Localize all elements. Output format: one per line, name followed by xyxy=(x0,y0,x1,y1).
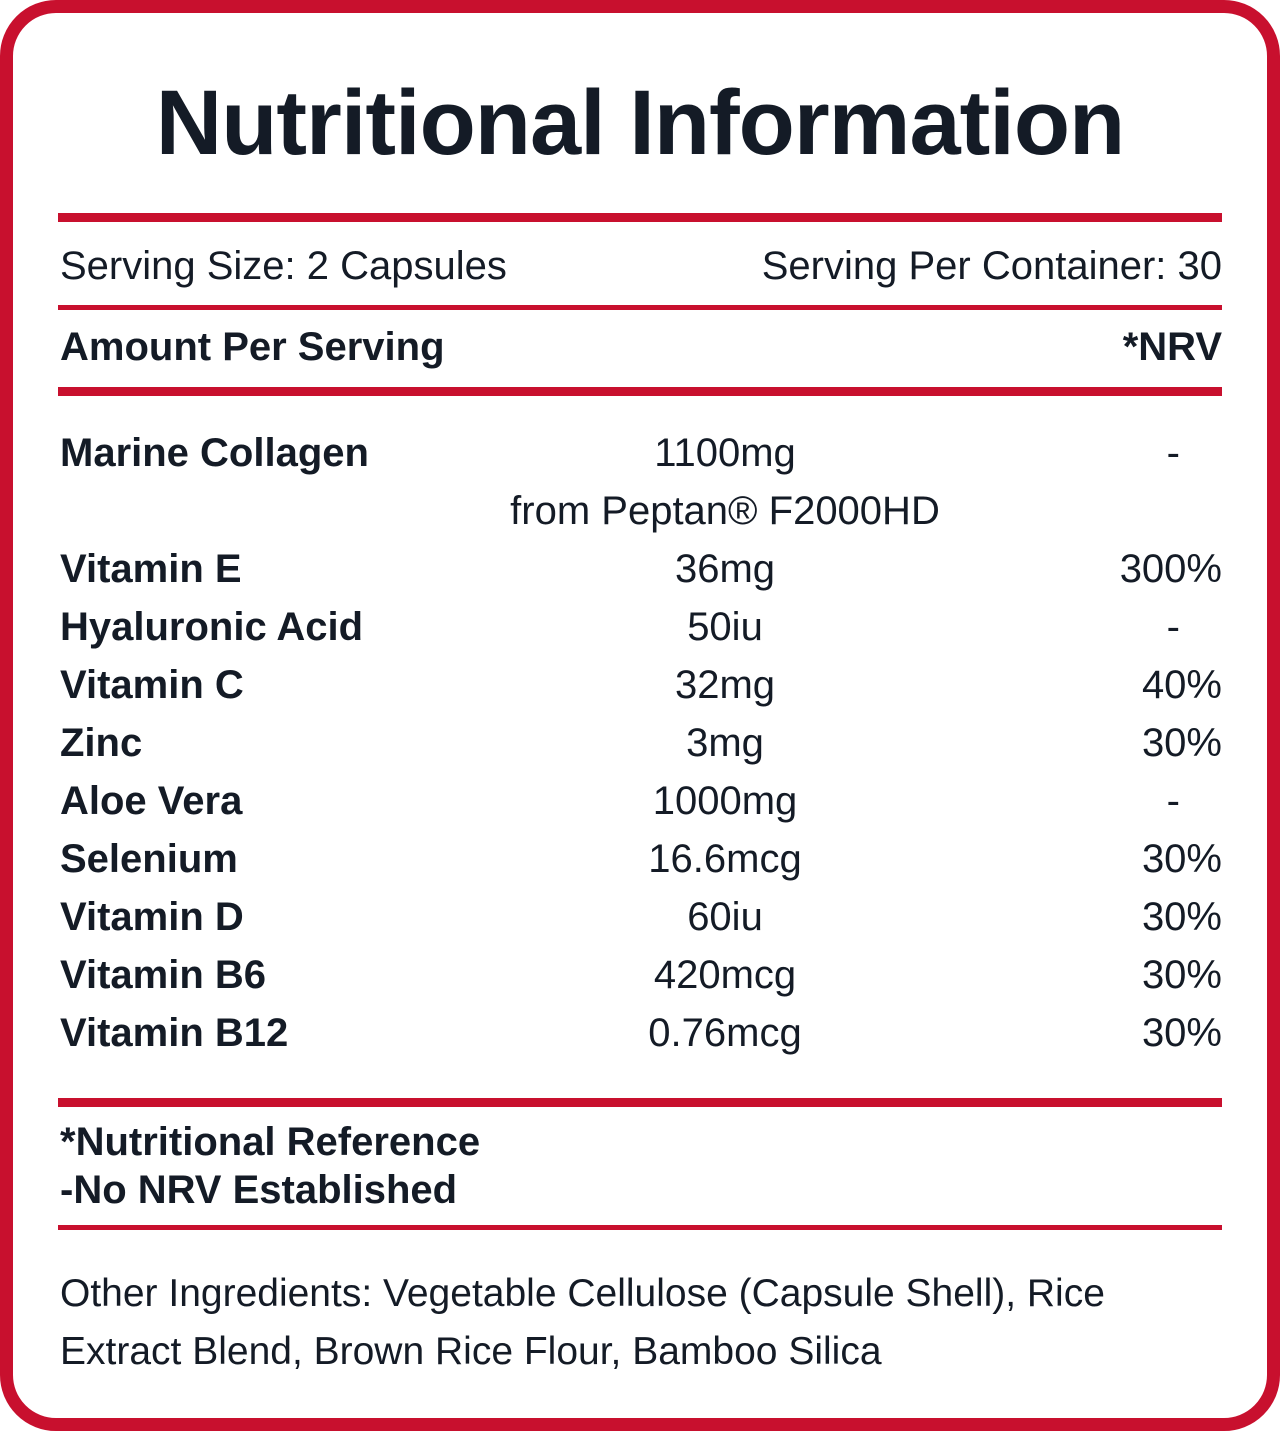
nutrient-amount: 36mg xyxy=(674,547,776,591)
nutrient-nrv: 300% xyxy=(1119,547,1222,591)
nutrient-name: Selenium xyxy=(60,837,238,881)
nutrient-row: Hyaluronic Acid 50iu - xyxy=(60,602,1222,660)
nutrient-name: Hyaluronic Acid xyxy=(60,605,364,649)
nutrient-nrv: 30% xyxy=(1141,953,1222,997)
nutrient-table: Marine Collagen 1100mg - from Peptan® F2… xyxy=(60,428,1222,1066)
nutrient-amount: 50iu xyxy=(687,605,763,649)
serving-size: Serving Size: 2 Capsules xyxy=(60,244,507,288)
nutrient-row: Marine Collagen 1100mg - xyxy=(60,428,1222,486)
nrv-footnote: *Nutritional Reference xyxy=(60,1120,481,1164)
nutrient-nrv: - xyxy=(1166,605,1180,649)
nutrient-row: Selenium 16.6mcg 30% xyxy=(60,834,1222,892)
nutrient-row: Vitamin E 36mg 300% xyxy=(60,544,1222,602)
nutrient-name: Vitamin E xyxy=(60,547,242,591)
nutrient-nrv: 30% xyxy=(1141,1011,1222,1055)
nutrient-amount: 16.6mcg xyxy=(648,837,802,881)
nutrient-nrv: - xyxy=(1166,431,1180,475)
divider-header xyxy=(58,387,1222,396)
nutrient-nrv: - xyxy=(1166,779,1180,823)
nutrient-row: Vitamin B12 0.76mcg 30% xyxy=(60,1008,1222,1066)
footnotes: *Nutritional Reference -No NRV Establish… xyxy=(60,1118,480,1214)
nutrient-nrv: 30% xyxy=(1141,895,1222,939)
nutrient-row: Zinc 3mg 30% xyxy=(60,718,1222,776)
divider-top xyxy=(58,213,1222,222)
nutrient-row: Vitamin C 32mg 40% xyxy=(60,660,1222,718)
no-nrv-footnote: -No NRV Established xyxy=(60,1168,458,1212)
nutrient-amount: 1100mg xyxy=(654,431,796,475)
nutrient-name: Vitamin D xyxy=(60,895,244,939)
nutrient-amount: 420mcg xyxy=(653,953,797,997)
nutrient-name: Marine Collagen xyxy=(60,431,369,475)
nutrient-name: Vitamin B6 xyxy=(60,953,266,997)
divider-bottom xyxy=(58,1098,1222,1107)
nutrient-amount: 0.76mcg xyxy=(648,1011,802,1055)
amount-per-serving-header: Amount Per Serving xyxy=(60,325,445,369)
nrv-header: *NRV xyxy=(1122,325,1222,369)
nutrient-nrv: 30% xyxy=(1141,721,1222,765)
servings-per-container: Serving Per Container: 30 xyxy=(761,244,1222,288)
nutrient-name: Vitamin B12 xyxy=(60,1011,289,1055)
nutrient-nrv: 40% xyxy=(1141,663,1222,707)
nutrient-row: Vitamin B6 420mcg 30% xyxy=(60,950,1222,1008)
nutrient-row: Aloe Vera 1000mg - xyxy=(60,776,1222,834)
divider-footnotes xyxy=(58,1225,1222,1230)
nutrient-name: Zinc xyxy=(60,721,143,765)
nutrient-row: Vitamin D 60iu 30% xyxy=(60,892,1222,950)
nutrient-source: from Peptan® F2000HD xyxy=(510,489,940,533)
nutrient-source-row: from Peptan® F2000HD xyxy=(60,486,1222,544)
divider-serving xyxy=(58,305,1222,310)
other-ingredients: Other Ingredients: Vegetable Cellulose (… xyxy=(60,1272,1105,1373)
nutrient-name: Vitamin C xyxy=(60,663,244,707)
nutrient-amount: 32mg xyxy=(674,663,776,707)
page-title: Nutritional Information xyxy=(155,72,1125,174)
nutrient-amount: 1000mg xyxy=(652,779,798,823)
nutrient-name: Aloe Vera xyxy=(60,779,243,823)
nutrient-nrv: 30% xyxy=(1141,837,1222,881)
nutrient-amount: 3mg xyxy=(686,721,764,765)
nutrient-amount: 60iu xyxy=(687,895,763,939)
